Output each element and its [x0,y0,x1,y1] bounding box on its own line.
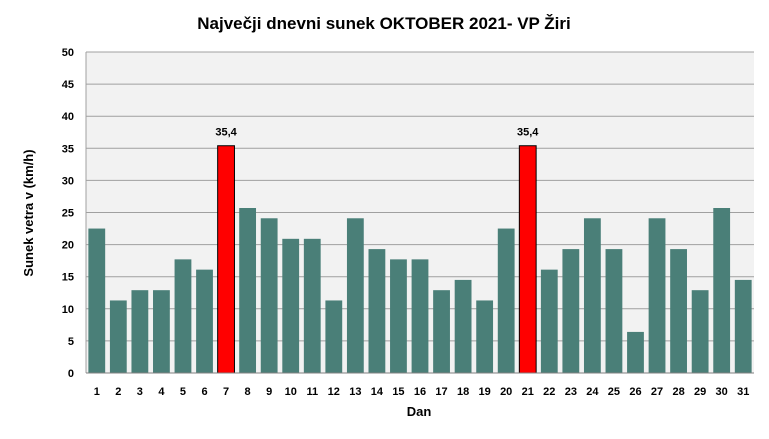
bar-day-15 [390,259,407,373]
bar-day-7 [217,145,235,374]
bar-day-16 [411,259,429,373]
x-tick-label: 11 [306,386,318,398]
bar-day-17 [433,290,450,373]
bar-day-9 [260,218,278,373]
x-tick-label: 30 [716,386,728,398]
y-tick-label: 30 [62,175,74,187]
x-tick-label: 22 [543,386,555,398]
x-tick-label: 18 [457,386,469,398]
y-tick-label: 5 [68,336,74,348]
data-label: 35,4 [215,127,237,139]
bar-day-28 [670,249,687,373]
bar-day-27 [648,218,666,373]
x-tick-label: 7 [223,386,229,398]
y-tick-label: 50 [62,47,74,59]
x-tick-label: 15 [392,386,404,398]
bar-day-11 [303,238,321,373]
x-tick-label: 31 [737,386,749,398]
x-tick-label: 5 [180,386,186,398]
bar-day-1 [88,228,106,373]
bar-day-20 [497,228,515,373]
x-tick-label: 12 [328,386,340,398]
bar-day-30 [713,208,731,373]
bar-day-21 [518,145,537,374]
bar-day-29 [691,290,709,373]
x-tick-label: 25 [608,386,620,398]
y-tick-label: 0 [68,368,74,380]
x-tick-label: 23 [565,386,577,398]
x-tick-label: 16 [414,386,426,398]
bar-day-8 [239,208,257,373]
y-axis-ticks: 0 5 10 15 20 25 30 35 40 45 50 [62,47,74,380]
x-tick-label: 19 [479,386,491,398]
y-tick-label: 25 [62,208,74,220]
x-tick-label: 27 [651,386,663,398]
x-tick-label: 28 [672,386,684,398]
bar-day-13 [346,218,364,373]
x-tick-label: 9 [266,386,272,398]
bar-day-2 [109,300,127,373]
x-tick-label: 20 [500,386,512,398]
bar-day-25 [605,249,623,373]
x-tick-label: 2 [115,386,121,398]
y-tick-label: 35 [62,143,74,155]
bar-day-4 [153,290,170,373]
x-tick-label: 1 [94,386,100,398]
x-axis-ticks: 1 2 3 4 5 6 7 8 9 10 11 12 13 14 15 16 17 18 19 20 21 22 23 24 2… [94,386,750,398]
y-tick-label: 40 [62,111,74,123]
y-tick-label: 20 [62,240,74,252]
x-tick-label: 21 [522,386,534,398]
bar-day-23 [562,249,580,373]
x-tick-label: 10 [285,386,297,398]
bar-day-3 [131,290,149,373]
bar-day-26 [627,331,644,373]
x-tick-label: 8 [245,386,251,398]
x-tick-label: 14 [371,386,384,398]
y-tick-label: 10 [62,304,74,316]
bar-day-6 [196,269,213,373]
bars [88,145,752,374]
x-axis-label: Dan [407,404,432,419]
x-tick-label: 6 [201,386,207,398]
bar-day-22 [540,269,558,373]
bar-day-19 [476,300,494,373]
x-tick-label: 29 [694,386,706,398]
bar-day-24 [583,218,601,373]
y-axis-label: Sunek vetra v (km/h) [21,149,36,276]
bar-day-5 [174,259,192,373]
y-tick-label: 45 [62,79,74,91]
x-tick-label: 13 [349,386,361,398]
bar-day-10 [282,238,300,373]
x-tick-label: 26 [629,386,641,398]
y-tick-label: 15 [62,272,74,284]
bar-day-31 [734,279,752,373]
x-tick-label: 4 [158,386,165,398]
x-tick-label: 3 [137,386,143,398]
x-tick-label: 17 [435,386,447,398]
data-label: 35,4 [517,127,539,139]
bar-day-12 [325,300,343,373]
bar-day-18 [454,279,472,373]
x-tick-label: 24 [586,386,599,398]
bar-day-14 [368,249,386,373]
chart-title: Največji dnevni sunek OKTOBER 2021- VP Ž… [197,14,571,33]
data-labels: 35,4 35,4 [215,127,539,139]
